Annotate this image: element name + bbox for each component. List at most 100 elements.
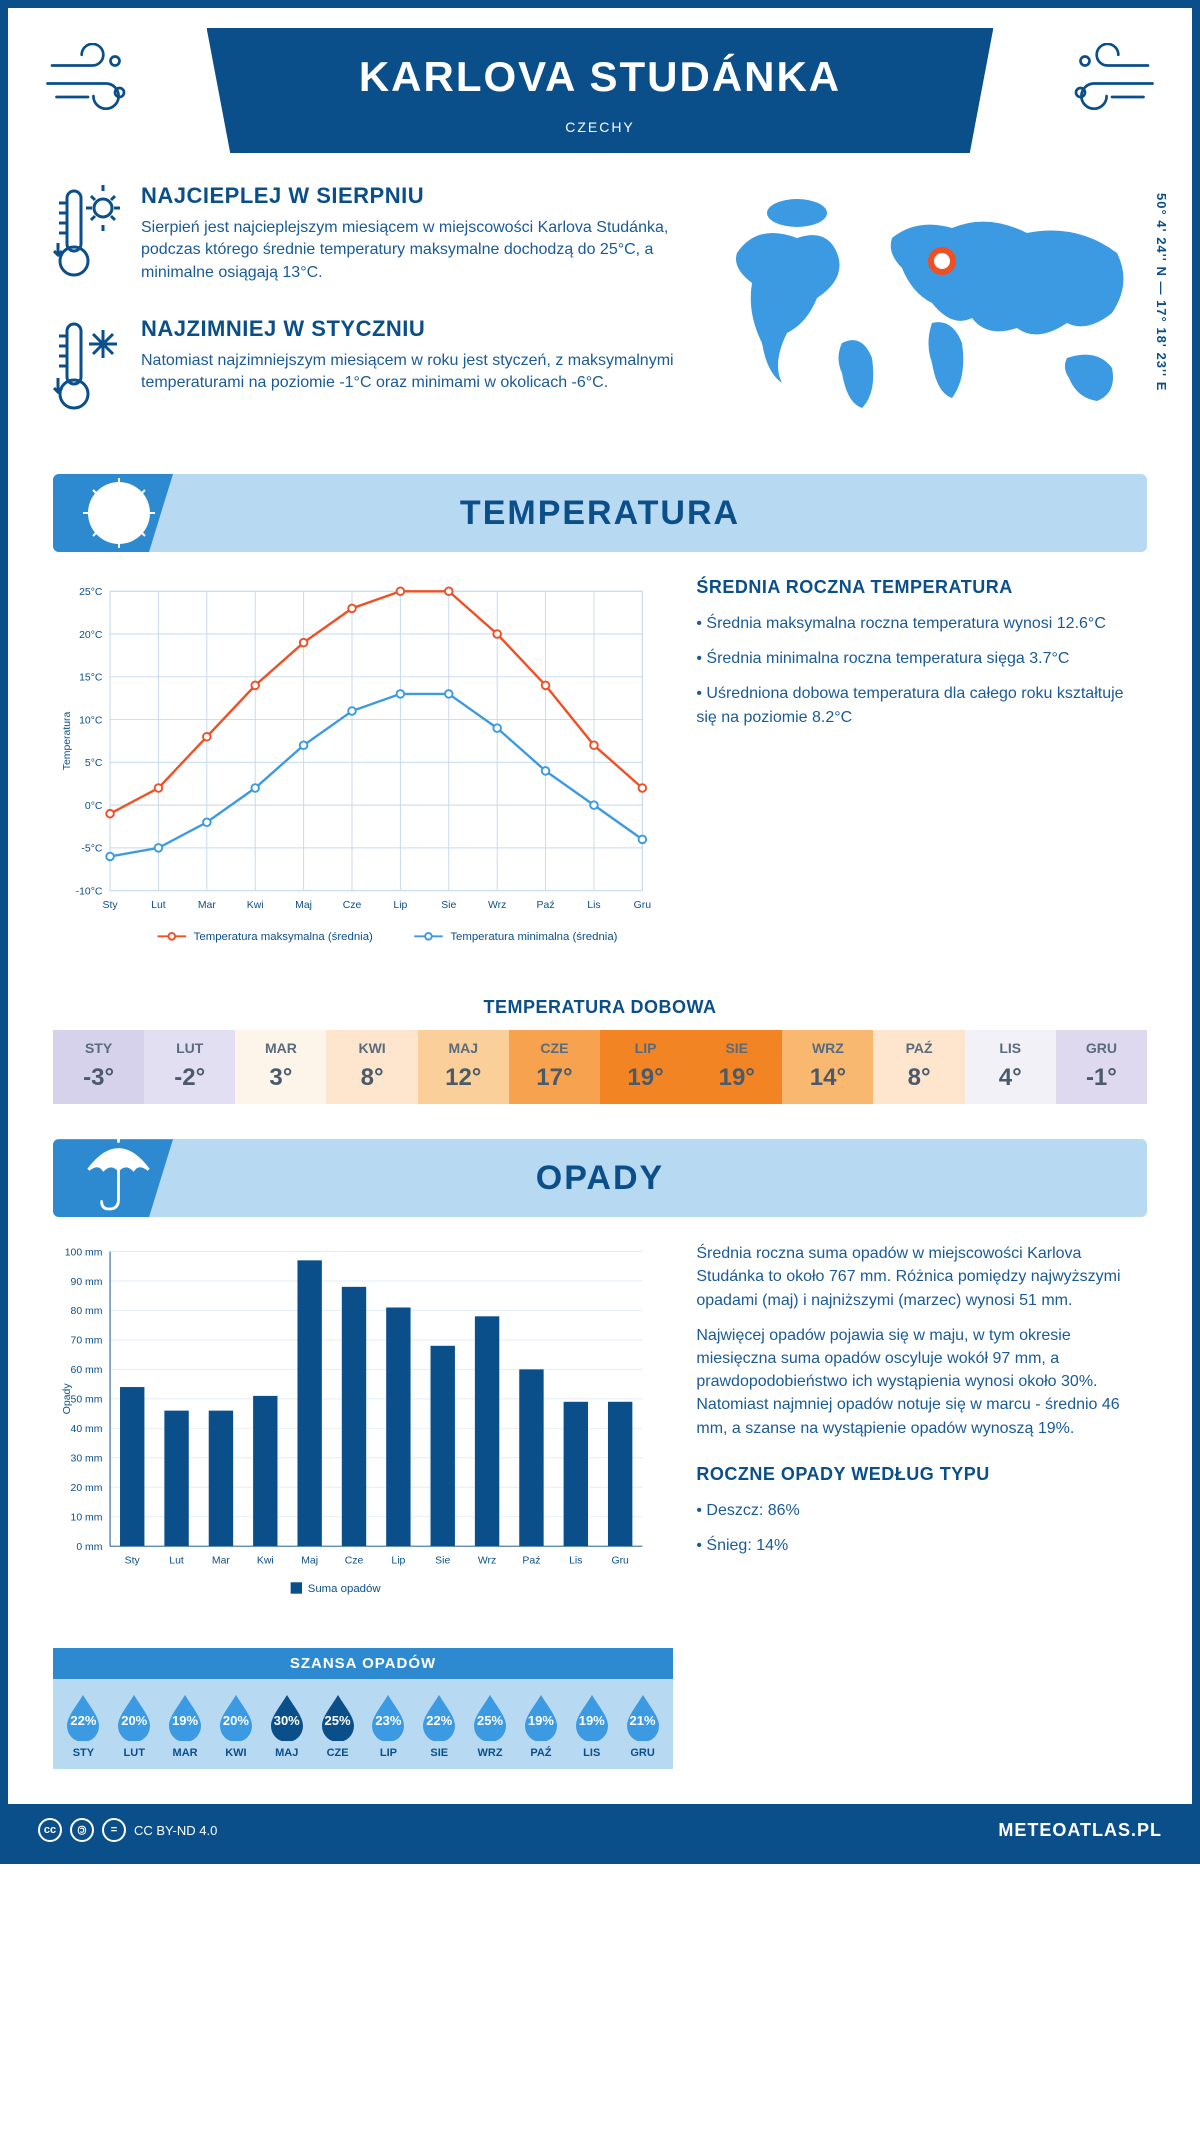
chance-cell: 19% MAR <box>161 1693 210 1759</box>
svg-text:Mar: Mar <box>212 1555 230 1566</box>
svg-text:Lip: Lip <box>393 900 407 911</box>
svg-text:-5°C: -5°C <box>81 844 102 855</box>
svg-text:Maj: Maj <box>301 1555 318 1566</box>
temperature-line-chart: -10°C-5°C0°C5°C10°C15°C20°C25°CStyLutMar… <box>53 577 661 962</box>
chance-cell: 20% KWI <box>211 1693 260 1759</box>
svg-text:Wrz: Wrz <box>488 900 506 911</box>
daily-cell: STY-3° <box>53 1030 144 1104</box>
svg-text:10°C: 10°C <box>79 715 103 726</box>
svg-text:70 mm: 70 mm <box>71 1336 103 1347</box>
temp-summary-title: ŚREDNIA ROCZNA TEMPERATURA <box>696 577 1147 598</box>
svg-text:Lip: Lip <box>391 1555 405 1566</box>
page-title: KARLOVA STUDÁNKA <box>227 53 974 101</box>
footer: cc 🄯 = CC BY-ND 4.0 METEOATLAS.PL <box>8 1804 1192 1856</box>
svg-text:Mar: Mar <box>198 900 216 911</box>
svg-text:Paź: Paź <box>522 1555 540 1566</box>
license-text: CC BY-ND 4.0 <box>134 1823 217 1838</box>
warm-fact: NAJCIEPLEJ W SIERPNIU Sierpień jest najc… <box>53 183 677 288</box>
svg-text:Gru: Gru <box>634 900 652 911</box>
svg-text:Gru: Gru <box>611 1555 629 1566</box>
svg-text:20°C: 20°C <box>79 630 103 641</box>
chance-title: SZANSA OPADÓW <box>53 1648 673 1679</box>
svg-text:100 mm: 100 mm <box>65 1248 103 1259</box>
daily-cell: LIP19° <box>600 1030 691 1104</box>
warm-title: NAJCIEPLEJ W SIERPNIU <box>141 183 677 209</box>
precip-rain: Deszcz: 86% <box>696 1499 1147 1522</box>
svg-text:5°C: 5°C <box>85 758 103 769</box>
precip-para2: Najwięcej opadów pojawia się w maju, w t… <box>696 1324 1147 1440</box>
chance-cell: 25% CZE <box>313 1693 362 1759</box>
daily-cell: PAŹ8° <box>873 1030 964 1104</box>
temp-summary: ŚREDNIA ROCZNA TEMPERATURA Średnia maksy… <box>696 577 1147 962</box>
temp-bullet: Średnia minimalna roczna temperatura się… <box>696 647 1147 670</box>
svg-text:Wrz: Wrz <box>478 1555 496 1566</box>
cold-title: NAJZIMNIEJ W STYCZNIU <box>141 316 677 342</box>
cold-text: Natomiast najzimniejszym miesiącem w rok… <box>141 350 677 395</box>
title-banner: KARLOVA STUDÁNKA CZECHY <box>207 28 994 153</box>
svg-text:Temperatura: Temperatura <box>62 711 73 770</box>
chance-cell: 23% LIP <box>364 1693 413 1759</box>
daily-cell: KWI8° <box>326 1030 417 1104</box>
brand: METEOATLAS.PL <box>998 1820 1162 1841</box>
svg-text:Lis: Lis <box>587 900 600 911</box>
svg-text:Cze: Cze <box>343 900 362 911</box>
daily-cell: LUT-2° <box>144 1030 235 1104</box>
daily-cell: LIS4° <box>965 1030 1056 1104</box>
temp-bullet: Średnia maksymalna roczna temperatura wy… <box>696 612 1147 635</box>
chance-cell: 19% LIS <box>567 1693 616 1759</box>
daily-cell: CZE17° <box>509 1030 600 1104</box>
precip-bar-chart: 0 mm10 mm20 mm30 mm40 mm50 mm60 mm70 mm8… <box>53 1242 661 1608</box>
precip-type-title: ROCZNE OPADY WEDŁUG TYPU <box>696 1464 1147 1485</box>
svg-text:60 mm: 60 mm <box>71 1365 103 1376</box>
chance-cell: 21% GRU <box>618 1693 667 1759</box>
svg-text:90 mm: 90 mm <box>71 1277 103 1288</box>
daily-cell: GRU-1° <box>1056 1030 1147 1104</box>
header: KARLOVA STUDÁNKA CZECHY <box>8 8 1192 153</box>
precip-chance-panel: SZANSA OPADÓW 22% STY 20% LUT 19% MAR 20… <box>53 1648 673 1769</box>
world-map: 50° 4' 24'' N — 17° 18' 23'' E <box>717 183 1147 449</box>
svg-text:Paź: Paź <box>537 900 555 911</box>
thermometer-snow-icon <box>53 316 123 421</box>
warm-text: Sierpień jest najcieplejszym miesiącem w… <box>141 217 677 284</box>
temp-heading: TEMPERATURA <box>53 474 1147 552</box>
wind-icon <box>43 43 133 129</box>
svg-text:Kwi: Kwi <box>247 900 264 911</box>
svg-text:Sty: Sty <box>102 900 118 911</box>
temp-section-title: TEMPERATURA <box>460 494 740 533</box>
svg-text:Cze: Cze <box>345 1555 364 1566</box>
daily-cell: SIE19° <box>691 1030 782 1104</box>
svg-text:Lut: Lut <box>169 1555 184 1566</box>
svg-text:20 mm: 20 mm <box>71 1483 103 1494</box>
svg-text:0°C: 0°C <box>85 801 103 812</box>
svg-text:80 mm: 80 mm <box>71 1306 103 1317</box>
intro-row: NAJCIEPLEJ W SIERPNIU Sierpień jest najc… <box>8 153 1192 459</box>
svg-text:40 mm: 40 mm <box>71 1424 103 1435</box>
license: cc 🄯 = CC BY-ND 4.0 <box>38 1818 217 1842</box>
by-icon: 🄯 <box>70 1818 94 1842</box>
precip-snow: Śnieg: 14% <box>696 1534 1147 1557</box>
chance-cell: 25% WRZ <box>466 1693 515 1759</box>
chance-cell: 30% MAJ <box>262 1693 311 1759</box>
precip-para1: Średnia roczna suma opadów w miejscowośc… <box>696 1242 1147 1312</box>
svg-text:Suma opadów: Suma opadów <box>308 1583 382 1595</box>
country-label: CZECHY <box>227 119 974 135</box>
precip-section-title: OPADY <box>536 1159 664 1198</box>
svg-text:Temperatura minimalna (średnia: Temperatura minimalna (średnia) <box>450 931 617 943</box>
svg-text:15°C: 15°C <box>79 673 103 684</box>
svg-text:Sie: Sie <box>435 1555 450 1566</box>
svg-text:30 mm: 30 mm <box>71 1454 103 1465</box>
svg-text:25°C: 25°C <box>79 587 103 598</box>
svg-text:10 mm: 10 mm <box>71 1513 103 1524</box>
daily-cell: WRZ14° <box>782 1030 873 1104</box>
svg-text:Sty: Sty <box>125 1555 141 1566</box>
daily-temp-title: TEMPERATURA DOBOWA <box>8 997 1192 1018</box>
svg-text:-10°C: -10°C <box>76 886 103 897</box>
svg-text:Lis: Lis <box>569 1555 582 1566</box>
svg-text:Kwi: Kwi <box>257 1555 274 1566</box>
coordinates: 50° 4' 24'' N — 17° 18' 23'' E <box>1154 193 1169 391</box>
svg-text:50 mm: 50 mm <box>71 1395 103 1406</box>
nd-icon: = <box>102 1818 126 1842</box>
chance-cell: 22% STY <box>59 1693 108 1759</box>
chance-cell: 19% PAŹ <box>516 1693 565 1759</box>
thermometer-sun-icon <box>53 183 123 288</box>
